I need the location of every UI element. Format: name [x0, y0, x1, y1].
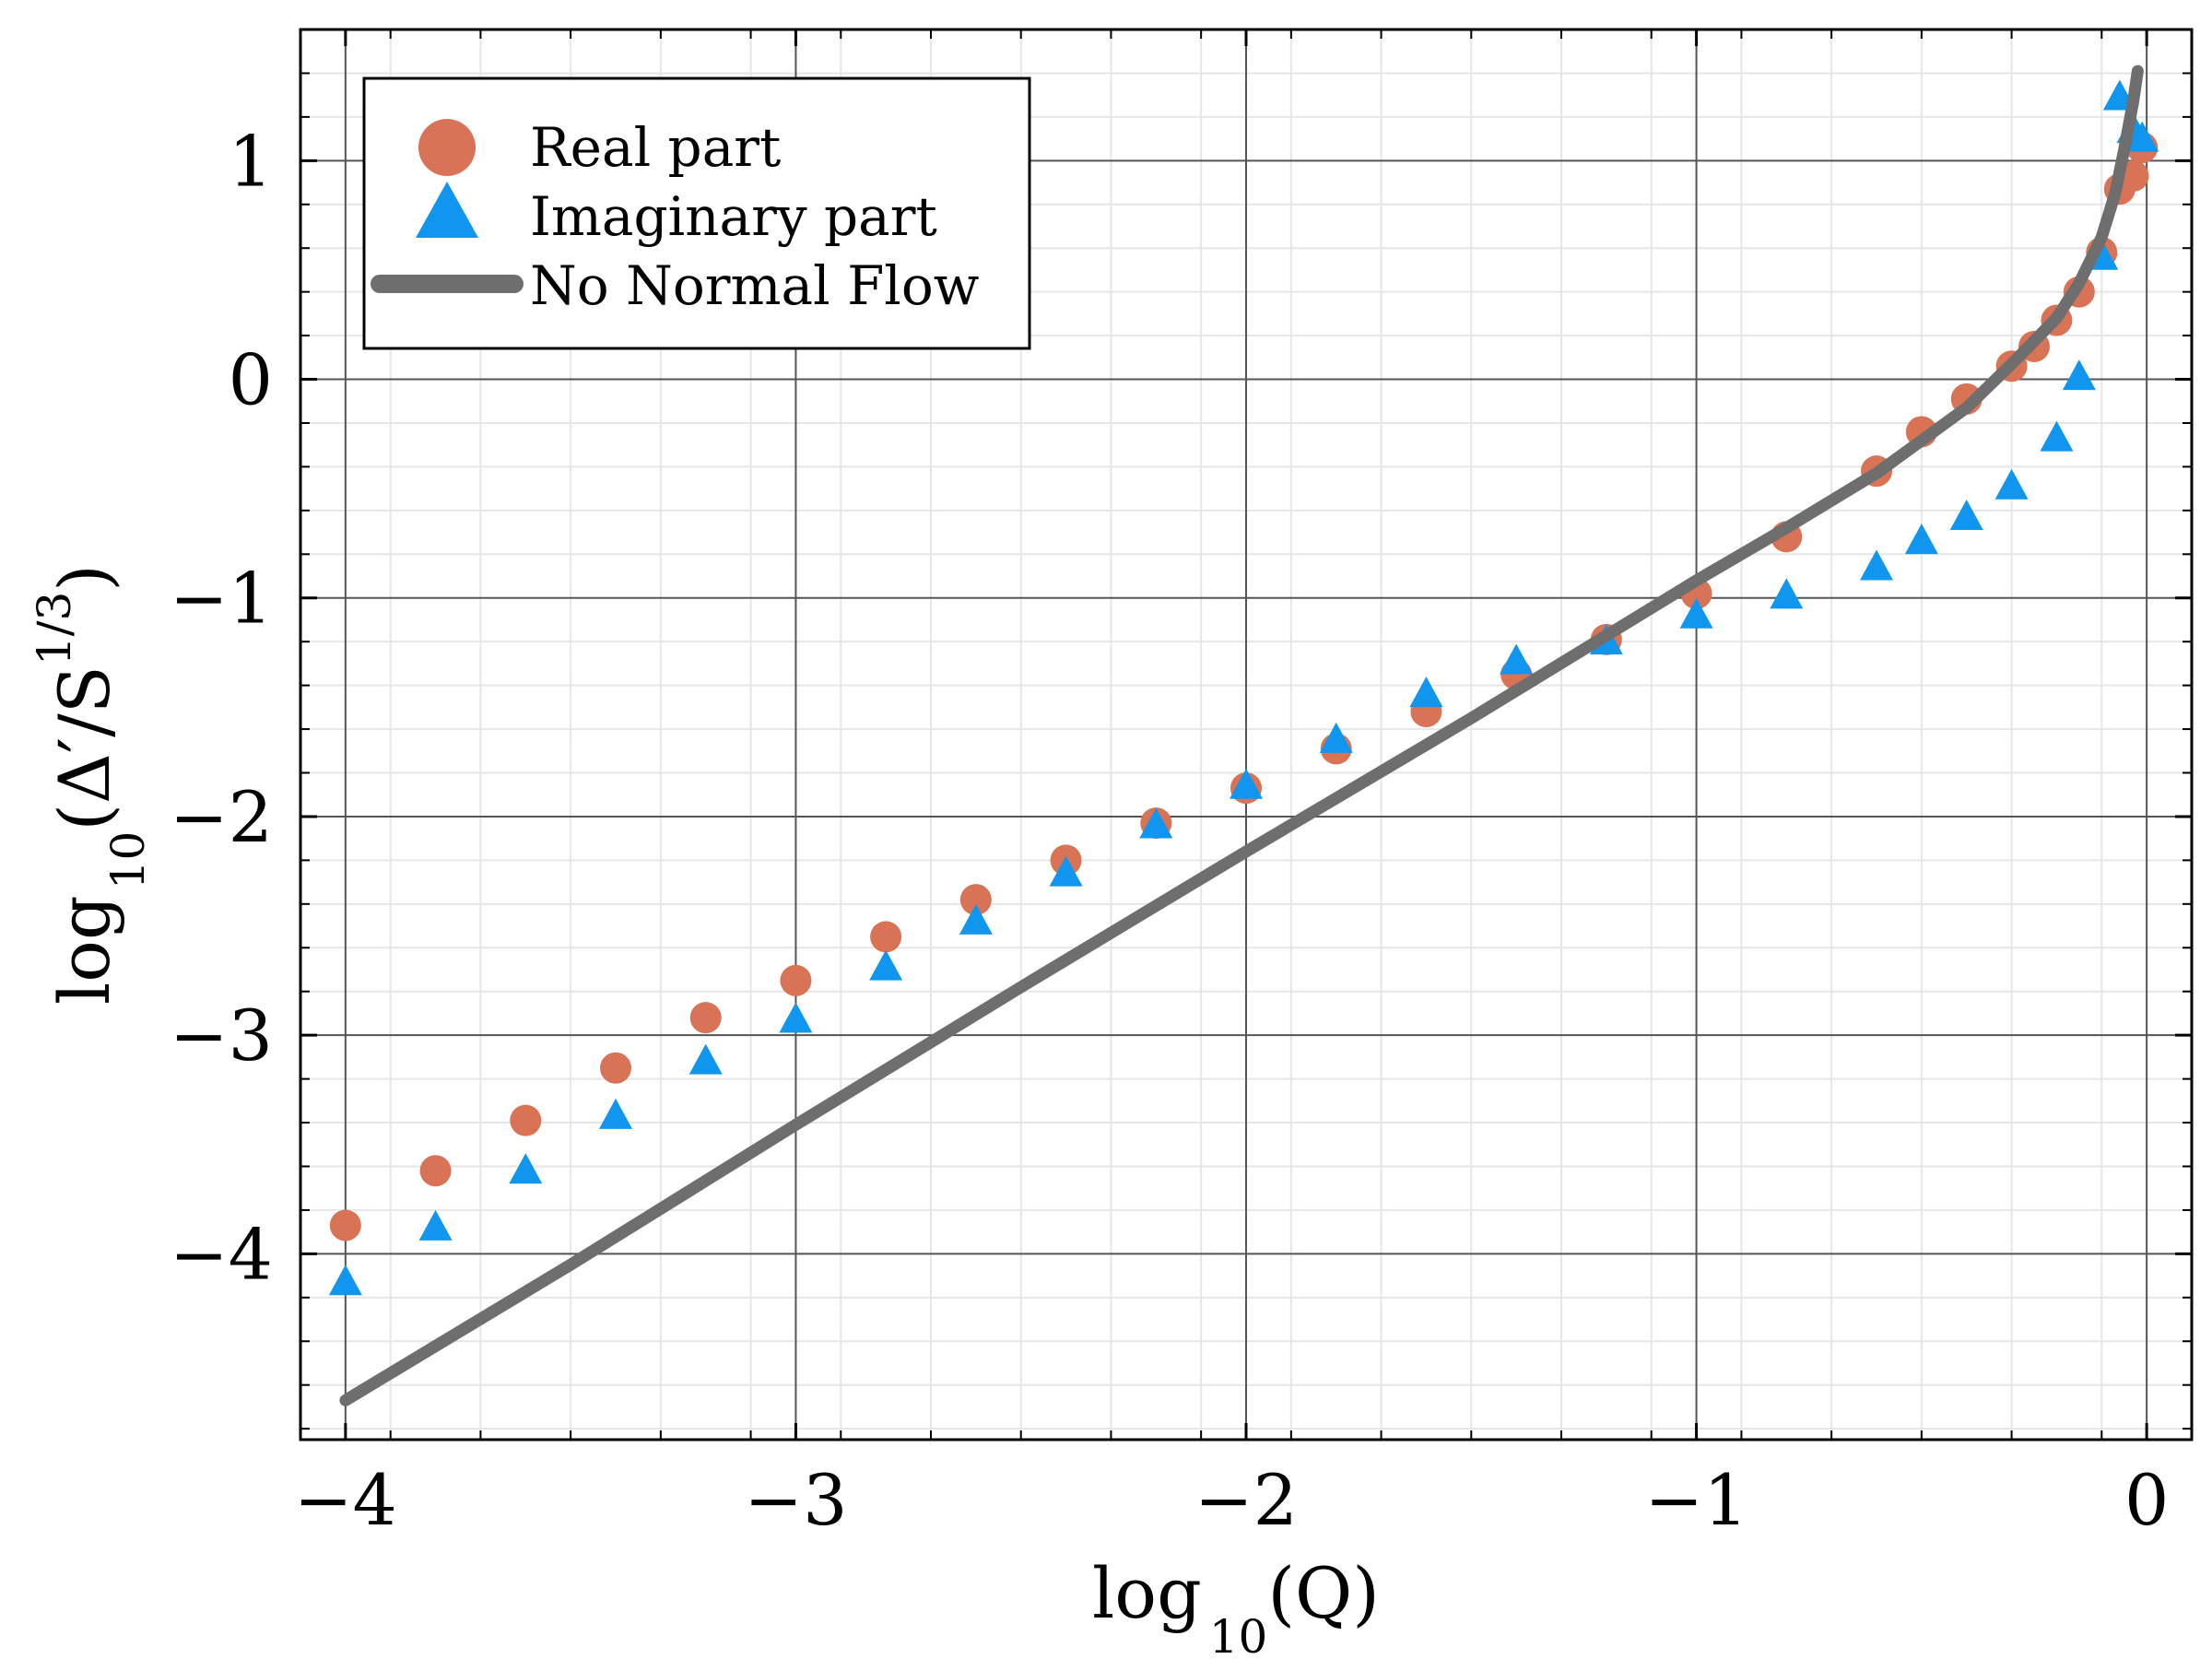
y-axis-label-suffix: (Δ′/S — [43, 665, 125, 830]
y-tick-label: −2 — [170, 776, 273, 858]
imaginary-part-point — [1679, 597, 1713, 629]
real-part-point — [870, 921, 902, 953]
x-tick-label: 0 — [2124, 1459, 2169, 1541]
real-part-point — [510, 1104, 542, 1136]
imaginary-part-point — [779, 1002, 813, 1033]
y-axis-label-close: ) — [43, 564, 125, 592]
legend: Real part Imaginary part No Normal Flow — [362, 76, 1031, 350]
series-layer — [328, 65, 2159, 1406]
legend-real-label: Real part — [530, 116, 781, 179]
y-tick-label: 1 — [229, 120, 273, 202]
imaginary-part-point — [509, 1153, 543, 1184]
imaginary-part-point — [599, 1098, 632, 1129]
real-part-point — [419, 1155, 452, 1187]
real-part-point — [600, 1052, 631, 1084]
x-tick-label: −2 — [1194, 1459, 1298, 1541]
legend-box — [362, 76, 1031, 350]
real-part-point — [780, 964, 812, 996]
y-axis-label-sup: 1/3 — [28, 592, 81, 665]
real-part-point — [689, 1002, 722, 1034]
imaginary-part-point — [1230, 768, 1263, 799]
imaginary-part-point — [2040, 420, 2074, 452]
x-tick-labels: −4 −3 −2 −1 0 — [294, 1459, 2169, 1541]
imaginary-part-point — [1949, 499, 1983, 530]
series-imaginary-part — [328, 79, 2159, 1296]
imaginary-part-point — [2062, 359, 2096, 391]
x-axis-label-prefix: log — [1092, 1552, 1202, 1634]
legend-flow-label: No Normal Flow — [530, 254, 979, 317]
imaginary-part-point — [1994, 468, 2029, 500]
y-tick-label: −1 — [170, 558, 273, 640]
axis-ticks — [300, 29, 2193, 1440]
no-normal-flow-line — [339, 65, 2144, 1406]
y-tick-label: −3 — [170, 994, 273, 1077]
imaginary-part-point — [328, 1265, 362, 1296]
y-tick-label: −4 — [170, 1213, 273, 1295]
real-part-point — [329, 1209, 361, 1241]
y-axis-label-sub: 10 — [101, 831, 155, 890]
imaginary-part-point — [1860, 549, 1893, 581]
imaginary-part-point — [1904, 524, 1938, 555]
real-part-point — [959, 884, 992, 916]
legend-real-marker — [418, 119, 476, 176]
imaginary-part-point — [2125, 121, 2159, 152]
imaginary-part-point — [869, 949, 903, 981]
major-grid — [300, 29, 2192, 1440]
y-tick-label: 0 — [229, 339, 273, 421]
x-axis-label-sub: 10 — [1209, 1610, 1268, 1659]
x-tick-label: −1 — [1645, 1459, 1748, 1541]
y-tick-labels: −4 −3 −2 −1 0 1 — [170, 120, 273, 1295]
x-tick-label: −4 — [294, 1459, 397, 1541]
x-axis-label-suffix: (Q) — [1267, 1552, 1380, 1634]
x-tick-label: −3 — [744, 1459, 847, 1541]
imaginary-part-point — [1319, 722, 1353, 753]
imaginary-part-point — [959, 903, 993, 935]
imaginary-part-point — [1409, 677, 1443, 708]
imaginary-part-point — [1770, 578, 1804, 609]
legend-imag-marker — [416, 182, 478, 238]
imaginary-part-point — [688, 1043, 723, 1075]
imaginary-part-point — [418, 1209, 453, 1241]
y-axis-label: log10(Δ′/S1/3) — [28, 564, 155, 1005]
x-axis-label: log10(Q) — [1092, 1552, 1380, 1659]
imaginary-part-point — [1049, 855, 1083, 887]
imaginary-part-point — [1500, 643, 1534, 675]
imaginary-part-point — [1139, 807, 1173, 839]
y-axis-label-prefix: log — [43, 895, 125, 1005]
legend-imag-label: Imaginary part — [530, 185, 937, 248]
